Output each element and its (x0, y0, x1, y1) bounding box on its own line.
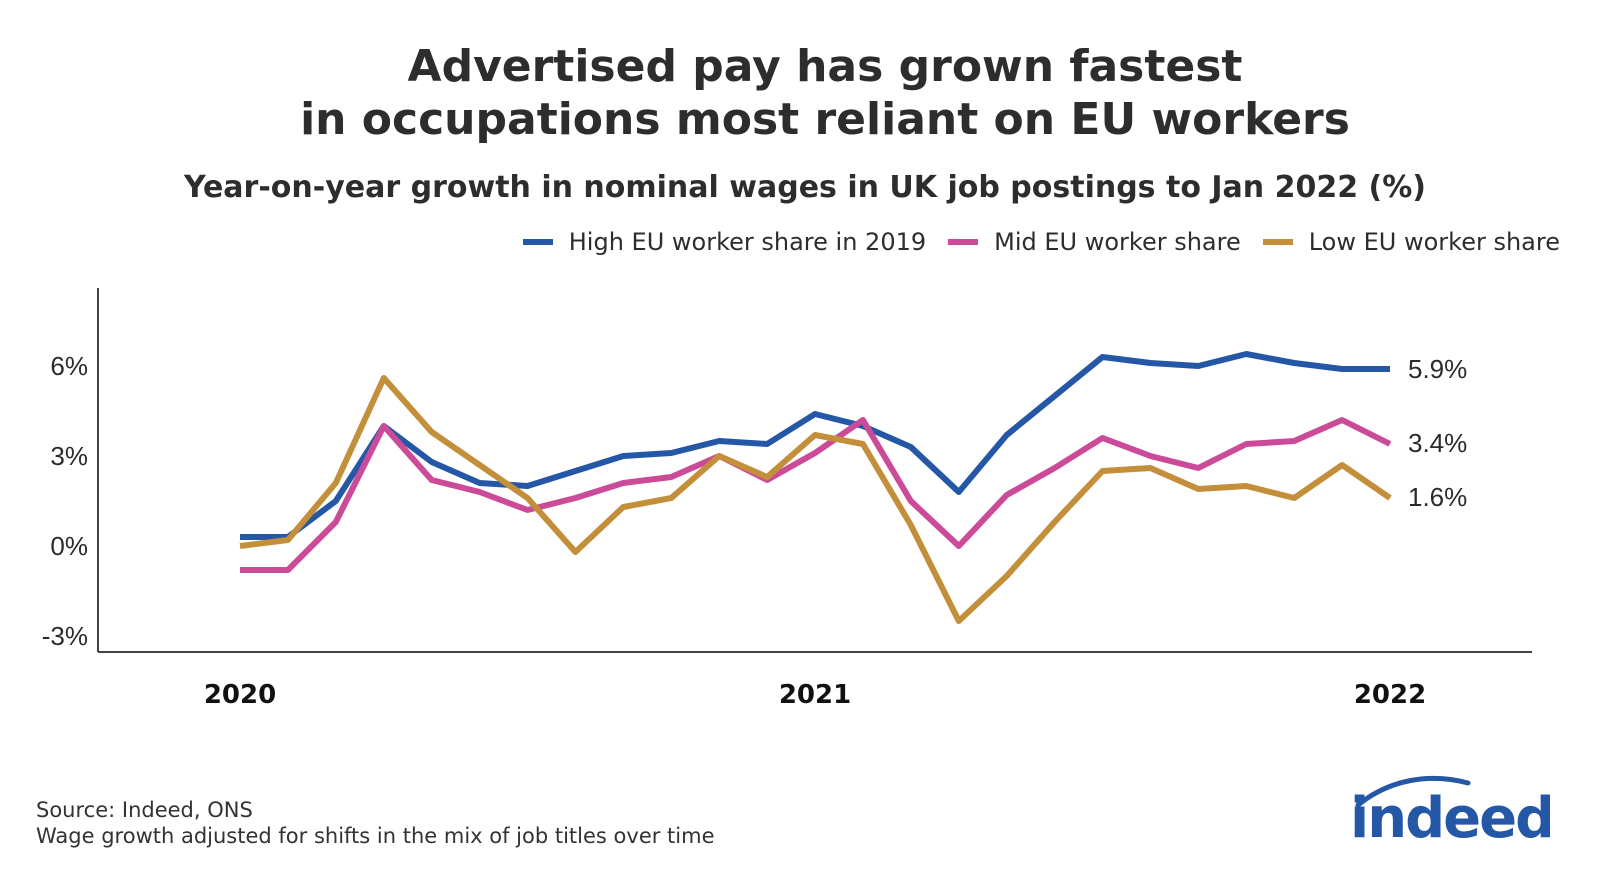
logo-wordmark: indeed (1350, 786, 1550, 845)
x-tick-label: 2021 (779, 680, 851, 710)
legend-item-mid: Mid EU worker share (948, 227, 1241, 257)
series-line-low (239, 375, 1392, 624)
source-note: Source: Indeed, ONS (36, 798, 253, 822)
y-tick-label: 3% (50, 441, 88, 471)
end-value-label-mid: 3.4% (1408, 428, 1467, 458)
x-tick-label: 2022 (1354, 680, 1426, 710)
legend-item-low: Low EU worker share (1262, 227, 1560, 257)
chart-series (239, 351, 1392, 624)
legend-item-high: High EU worker share in 2019 (522, 227, 927, 257)
chart-labels: 6% 3% 0% -3% 2020 2021 2022 5.9% 3.4% 1.6% (42, 351, 1468, 710)
indeed-logo: indeed (1350, 775, 1550, 845)
legend-swatch-mid (948, 239, 979, 245)
x-tick-label: 2020 (204, 680, 276, 710)
logo-swoosh (1355, 775, 1471, 808)
legend-swatch-high (522, 239, 553, 245)
y-tick-label: 6% (50, 351, 88, 381)
chart-legend: High EU worker share in 2019 Mid EU work… (501, 227, 1560, 257)
legend-label-mid: Mid EU worker share (994, 228, 1241, 256)
legend-label-high: High EU worker share in 2019 (568, 228, 927, 256)
y-tick-label: -3% (42, 621, 88, 651)
series-line-mid (240, 417, 1392, 573)
chart-title-line2: in occupations most reliant on EU worker… (300, 94, 1350, 145)
end-value-label-low: 1.6% (1408, 482, 1467, 512)
end-value-label-high: 5.9% (1408, 354, 1467, 384)
chart-subtitle: Year-on-year growth in nominal wages in … (183, 170, 1427, 205)
legend-label-low: Low EU worker share (1308, 228, 1560, 256)
y-tick-label: 0% (50, 531, 88, 561)
series-line-high (240, 351, 1390, 540)
chart-axes (97, 288, 1532, 653)
legend-swatch-low (1262, 239, 1293, 245)
chart-title-line1: Advertised pay has grown fastest (407, 41, 1243, 92)
methodology-note: Wage growth adjusted for shifts in the m… (36, 824, 715, 848)
